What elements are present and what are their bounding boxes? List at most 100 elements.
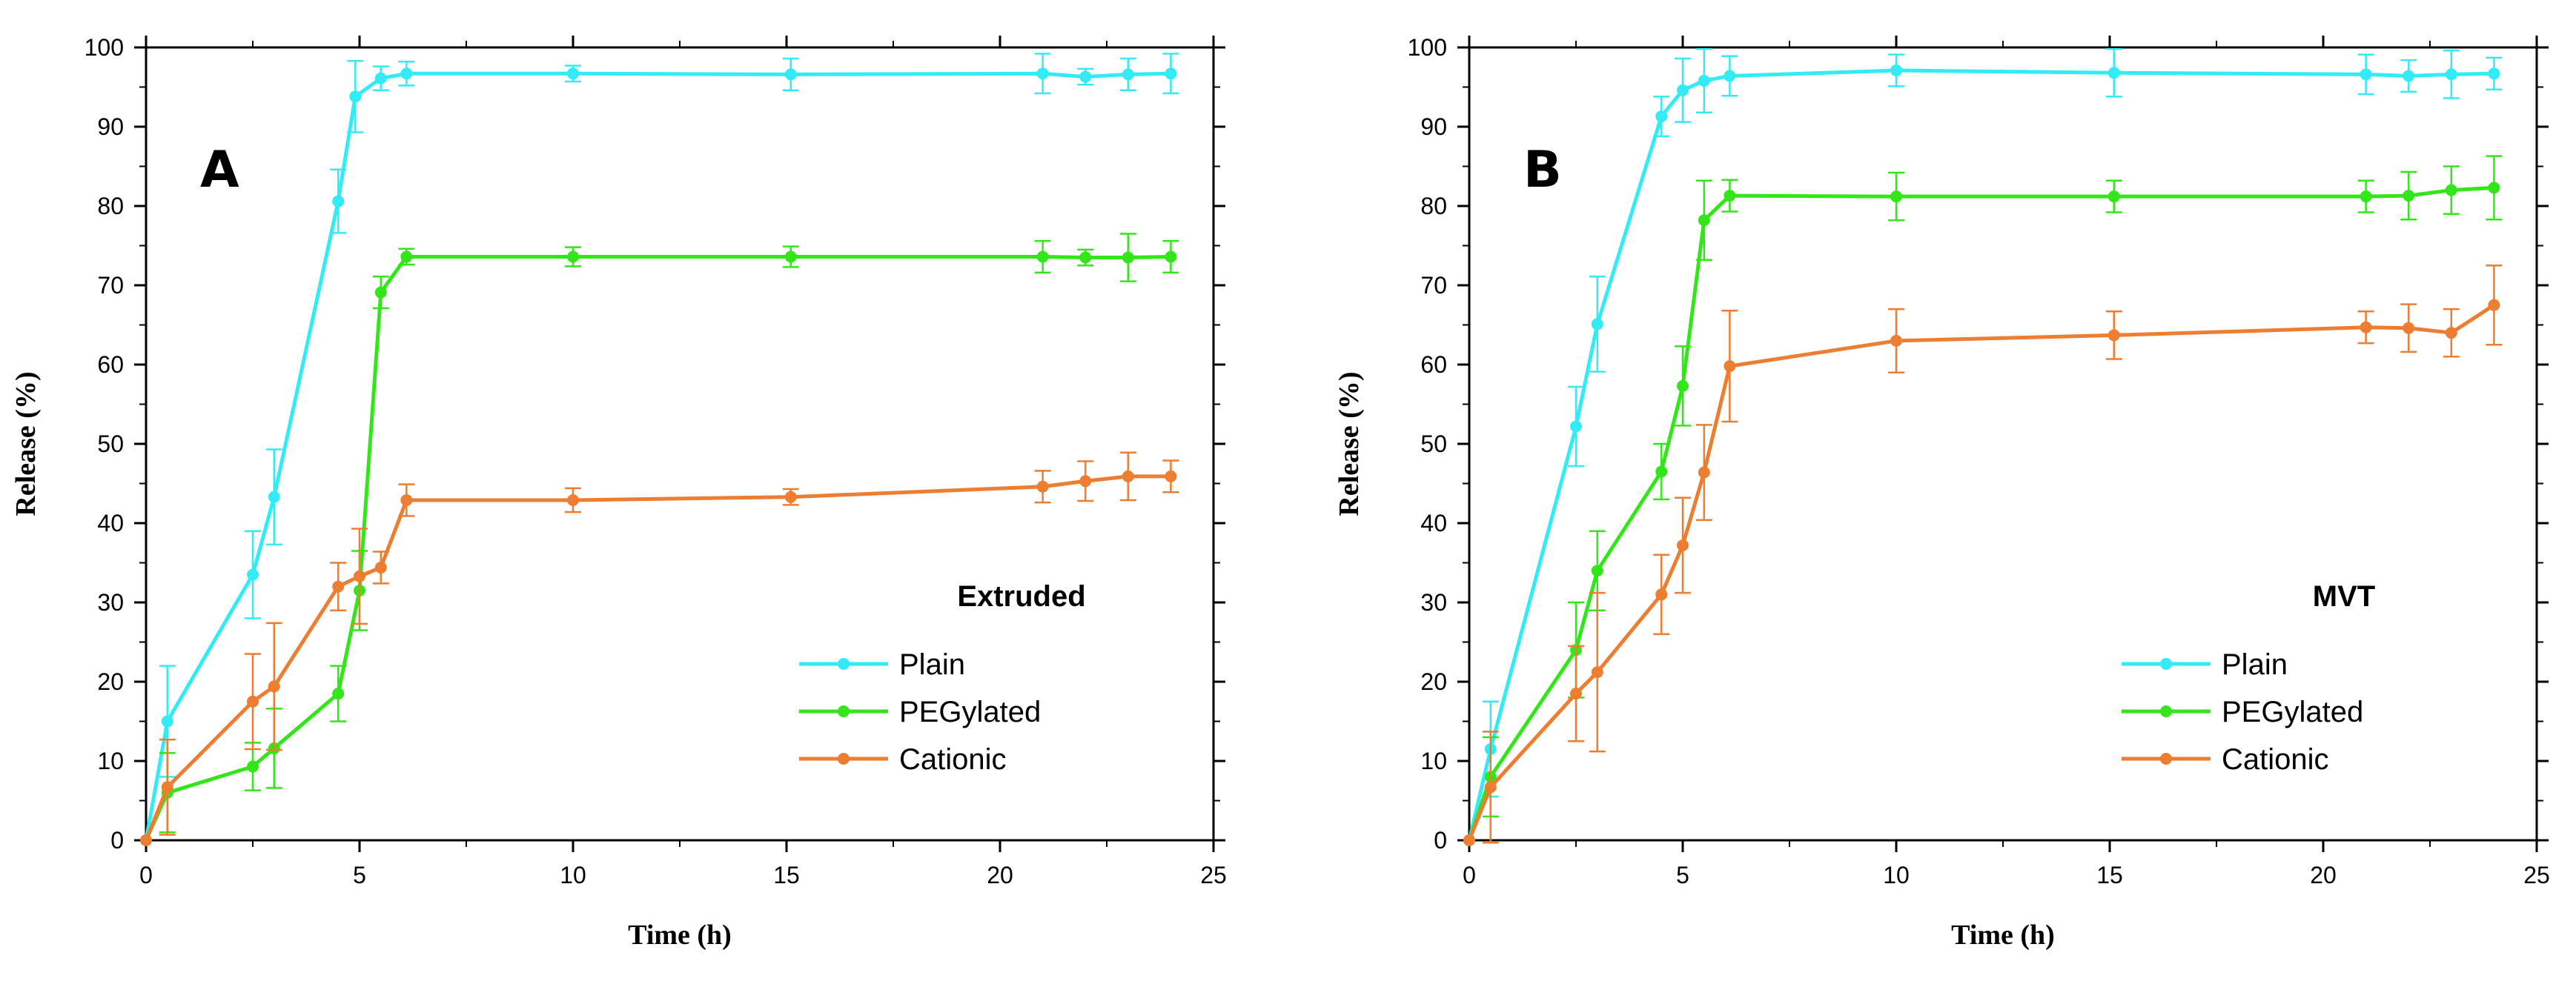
data-point bbox=[1677, 84, 1689, 96]
data-point bbox=[1122, 470, 1134, 482]
data-point bbox=[161, 715, 173, 728]
data-point bbox=[140, 834, 152, 846]
series-pegylated bbox=[1463, 155, 2503, 846]
x-tick-label: 15 bbox=[2096, 862, 2123, 888]
panel-a-extruded: 0 10 20 30 40 50 60 70 80 90 100 0 5 10 15 20 25 Time (h)… bbox=[10, 34, 1227, 951]
data-point bbox=[567, 250, 579, 263]
data-point bbox=[1890, 64, 1902, 77]
legend-swatch-marker bbox=[2160, 658, 2172, 670]
data-point bbox=[2360, 321, 2372, 333]
data-point bbox=[2360, 68, 2372, 81]
data-point bbox=[247, 760, 259, 773]
y-tick-label: 50 bbox=[1420, 431, 1447, 457]
data-point bbox=[1036, 250, 1049, 263]
x-tick-label: 20 bbox=[2310, 862, 2337, 888]
series-line bbox=[1467, 185, 2494, 841]
data-point bbox=[1165, 67, 1177, 80]
data-point bbox=[247, 568, 259, 581]
y-tick-label: 60 bbox=[1420, 351, 1447, 378]
series-line bbox=[1467, 303, 2495, 841]
y-tick-label: 10 bbox=[97, 748, 124, 774]
x-tick-label: 25 bbox=[1200, 862, 1227, 888]
legend-title: MVT bbox=[2313, 580, 2375, 613]
data-point bbox=[2445, 327, 2457, 339]
data-point bbox=[1698, 214, 1710, 227]
y-tick-label: 30 bbox=[1420, 589, 1447, 616]
legend-swatch-marker bbox=[838, 705, 850, 717]
data-point bbox=[1655, 588, 1668, 601]
data-point bbox=[2403, 70, 2415, 82]
data-point bbox=[268, 680, 280, 693]
series-line bbox=[144, 254, 1171, 842]
y-tick-label: 80 bbox=[1420, 193, 1447, 219]
data-point bbox=[1036, 480, 1049, 493]
data-point bbox=[1591, 666, 1603, 679]
data-point bbox=[1591, 565, 1603, 577]
data-point bbox=[1655, 110, 1668, 123]
data-point bbox=[332, 195, 345, 207]
data-point bbox=[1677, 539, 1689, 551]
x-axis-title: Time (h) bbox=[628, 920, 732, 951]
data-point bbox=[567, 67, 579, 80]
y-tick-label: 40 bbox=[97, 510, 124, 536]
y-tick-label: 70 bbox=[1420, 272, 1447, 299]
data-point bbox=[2488, 67, 2500, 80]
y-tick-label: 60 bbox=[97, 351, 124, 378]
data-point bbox=[1165, 470, 1177, 482]
data-point bbox=[1677, 379, 1689, 392]
data-point bbox=[247, 695, 259, 708]
data-point bbox=[1122, 251, 1134, 264]
data-point bbox=[1655, 465, 1668, 478]
x-tick-label: 15 bbox=[773, 862, 800, 888]
data-point bbox=[1484, 781, 1497, 794]
data-point bbox=[374, 286, 387, 299]
x-tick-label: 25 bbox=[2523, 862, 2550, 888]
y-tick-label: 90 bbox=[97, 113, 124, 140]
data-point bbox=[1570, 420, 1582, 433]
data-point bbox=[349, 90, 362, 103]
data-point bbox=[1122, 68, 1134, 81]
legend-swatch-marker bbox=[2160, 705, 2172, 717]
y-tick-label: 100 bbox=[85, 34, 124, 61]
x-tick-label: 0 bbox=[139, 862, 153, 888]
data-point bbox=[2445, 184, 2457, 196]
x-axis-title: Time (h) bbox=[1951, 920, 2055, 951]
data-point bbox=[1724, 360, 1736, 373]
legend-title: Extruded bbox=[957, 580, 1085, 613]
y-axis-title: Release (%) bbox=[10, 371, 42, 516]
series-plain bbox=[140, 53, 1179, 846]
legend-entry-pegylated: PEGylated bbox=[2122, 696, 2363, 728]
data-point bbox=[1165, 250, 1177, 263]
data-point bbox=[161, 781, 173, 794]
y-tick-label: 50 bbox=[97, 431, 124, 457]
data-point bbox=[1463, 834, 1475, 846]
data-point bbox=[1698, 466, 1710, 479]
panel-b-mvt: 0 10 20 30 40 50 60 70 80 90 100 0 5 10 15 20 25 Time (h)… bbox=[1334, 34, 2550, 951]
y-axis-title: Release (%) bbox=[1334, 371, 1365, 516]
y-tick-label: 70 bbox=[97, 272, 124, 299]
data-point bbox=[1724, 190, 1736, 202]
data-point bbox=[784, 491, 797, 503]
y-tick-label: 100 bbox=[1408, 34, 1447, 61]
data-point bbox=[332, 688, 345, 700]
x-tick-label: 20 bbox=[987, 862, 1013, 888]
series-line bbox=[144, 474, 1171, 841]
series-pegylated bbox=[140, 233, 1179, 846]
legend-entry-cationic: Cationic bbox=[2122, 743, 2329, 776]
legend-label: Plain bbox=[2222, 648, 2288, 681]
data-point bbox=[400, 494, 413, 506]
legend-label: PEGylated bbox=[899, 696, 1041, 728]
data-point bbox=[567, 494, 579, 506]
data-point bbox=[2403, 322, 2415, 334]
legend-entry-cationic: Cationic bbox=[799, 743, 1007, 776]
y-tick-label: 10 bbox=[1420, 748, 1447, 774]
data-point bbox=[1036, 67, 1049, 80]
series-cationic bbox=[140, 451, 1179, 846]
y-tick-label: 80 bbox=[97, 193, 124, 219]
x-tick-label: 5 bbox=[353, 862, 366, 888]
data-point bbox=[1079, 475, 1092, 488]
y-tick-label: 20 bbox=[97, 668, 124, 695]
panel-letter: A bbox=[200, 141, 239, 199]
data-point bbox=[2108, 329, 2120, 342]
